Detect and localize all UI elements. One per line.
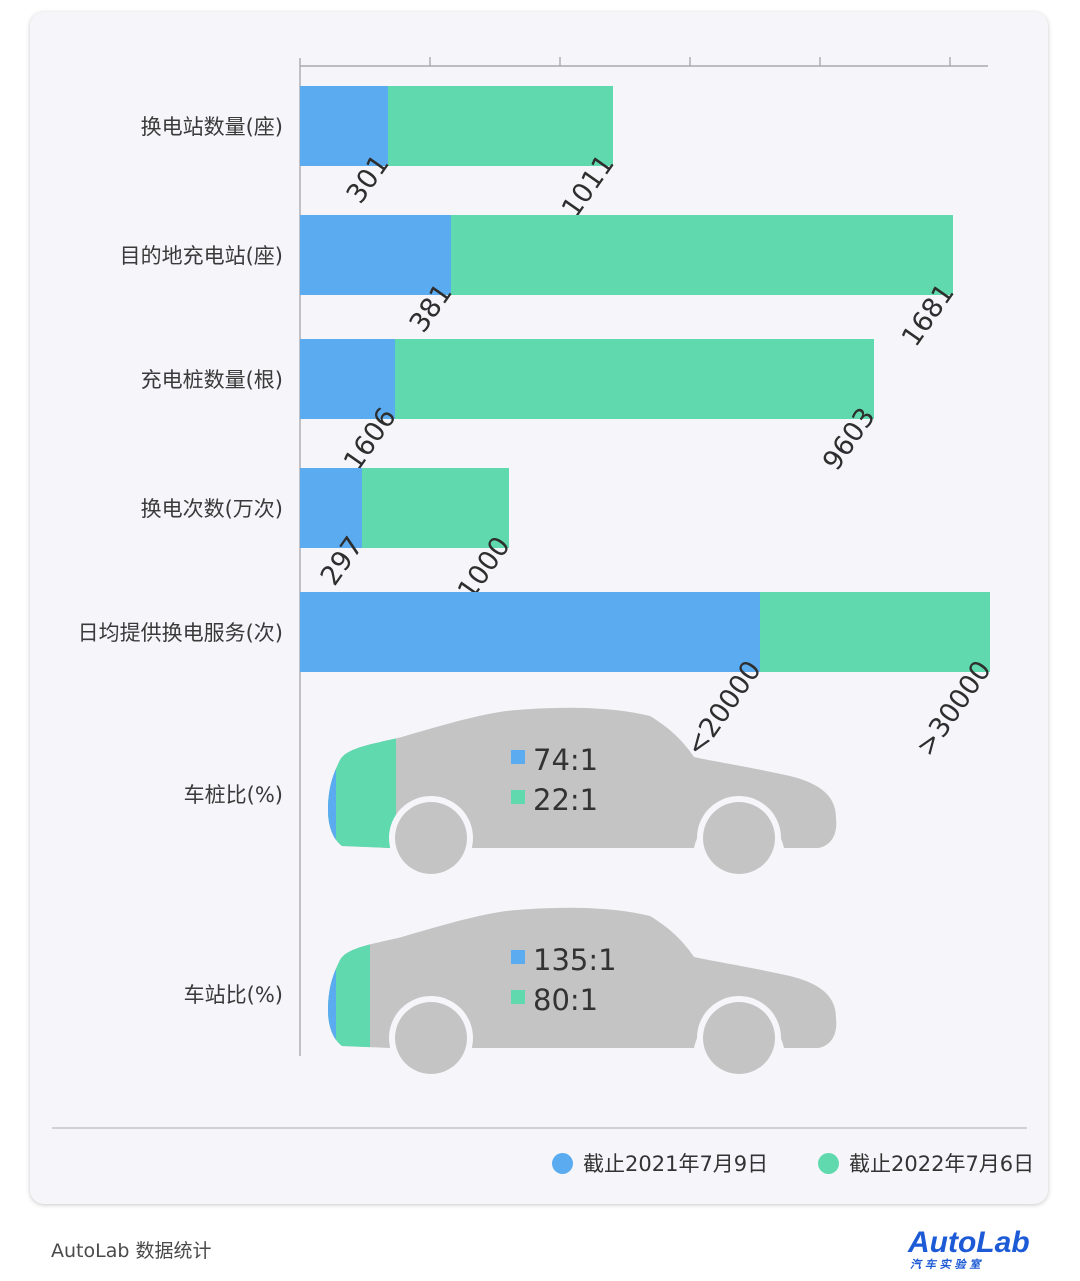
wheel: [703, 1002, 775, 1074]
ratio-row-label: 车桩比(%): [184, 783, 283, 807]
bar-2021: [300, 339, 395, 419]
car-fill-2021: [328, 907, 336, 1048]
ratio-value-label: 135:1: [533, 943, 617, 977]
bar-2021: [300, 592, 760, 672]
bar-2022: [451, 215, 953, 295]
car-ratio-graphic: 135:1 80:1: [328, 907, 837, 1080]
ratio-row-label: 车站比(%): [184, 983, 283, 1007]
bar-group: 目的地充电站(座)381 1681: [120, 215, 961, 352]
bar-2022: [388, 86, 613, 166]
category-label: 换电次数(万次): [141, 497, 283, 521]
legend: 截止2021年7月9日 截止2022年7月6日: [0, 1148, 1080, 1178]
category-label: 充电桩数量(根): [141, 368, 283, 392]
ratio-legend-swatch: [511, 750, 525, 764]
bar-2021: [300, 215, 451, 295]
bar-2022: [395, 339, 874, 419]
ratio-legend-swatch: [511, 950, 525, 964]
logo-subtext: 汽 车 实 验 室: [910, 1258, 982, 1270]
autolab-logo: AutoLab 汽 车 实 验 室: [907, 1226, 1030, 1270]
bar-2021: [300, 86, 388, 166]
car-fill-2021: [328, 707, 336, 848]
ratio-value-label: 80:1: [533, 983, 598, 1017]
bar-2022: [362, 468, 509, 548]
legend-label-2021: 截止2021年7月9日: [583, 1152, 769, 1176]
category-label: 日均提供换电服务(次): [78, 621, 283, 645]
legend-item-2021[interactable]: 截止2021年7月9日: [552, 1148, 768, 1178]
car-ratio-graphic: 74:1 22:1: [328, 707, 837, 880]
wheel: [395, 1002, 467, 1074]
ratio-legend-swatch: [511, 990, 525, 1004]
bar-group: 充电桩数量(根)1606 9603: [141, 339, 882, 476]
ratio-value-label: 74:1: [533, 743, 598, 777]
bar-group: 换电次数(万次)297 1000: [141, 468, 517, 605]
wheel: [703, 802, 775, 874]
logo-text: AutoLab: [907, 1226, 1030, 1259]
category-label: 换电站数量(座): [141, 115, 283, 139]
legend-item-2022[interactable]: 截止2022年7月6日: [818, 1148, 1034, 1178]
bar-group: 换电站数量(座)301 1011: [141, 86, 621, 223]
legend-dot-2021: [552, 1152, 573, 1174]
legend-label-2022: 截止2022年7月6日: [849, 1152, 1035, 1176]
bar-2021: [300, 468, 362, 548]
category-label: 目的地充电站(座): [120, 244, 283, 268]
source-caption: AutoLab 数据统计: [51, 1240, 212, 1262]
car-fill-2022: [328, 707, 396, 848]
wheel: [395, 802, 467, 874]
ratio-legend-swatch: [511, 790, 525, 804]
bar-2022: [760, 592, 990, 672]
legend-dot-2022: [818, 1152, 839, 1174]
ratio-value-label: 22:1: [533, 783, 598, 817]
